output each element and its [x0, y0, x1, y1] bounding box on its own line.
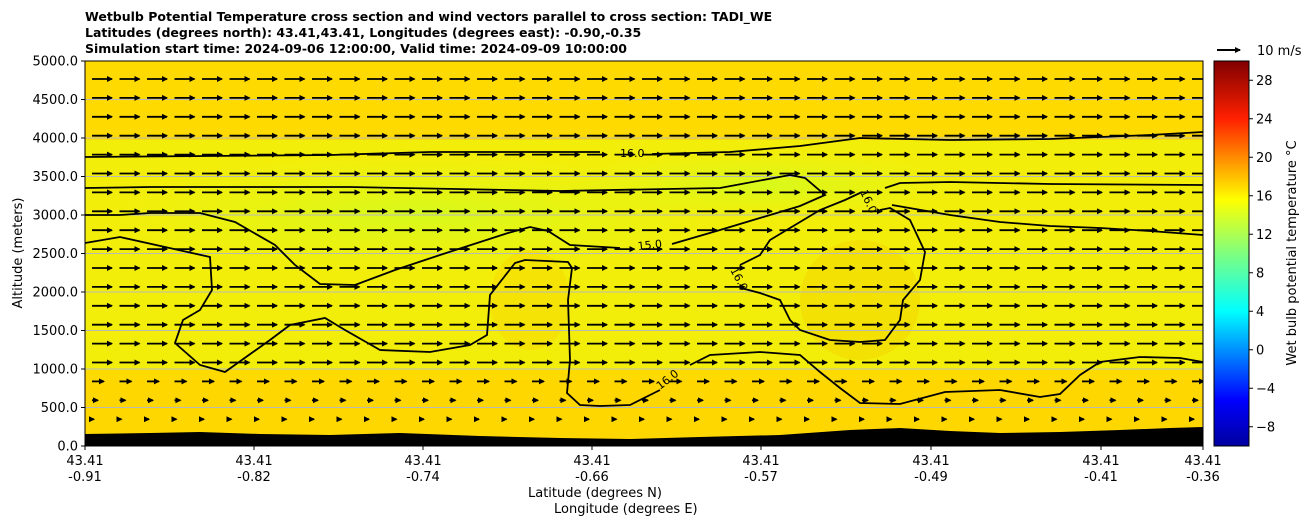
- x-tick-label-lat: 43.41: [1184, 454, 1222, 469]
- x-tick-label-lat: 43.41: [66, 454, 104, 469]
- colorbar-tick-label: 4: [1256, 305, 1264, 320]
- colorbar-tick-label: 28: [1256, 74, 1273, 89]
- y-tick-label: 3500.0: [33, 170, 79, 185]
- y-axis: 5000.0 4500.0 4000.0 3500.0 3000.0 2500.0 2000…: [33, 55, 85, 455]
- y-tick-label: 0.0: [57, 440, 78, 455]
- colorbar-label: Wet bulb potential temperature °C: [1285, 140, 1300, 365]
- x-tick-label-lon: -0.36: [1186, 470, 1220, 485]
- y-tick-label: 2000.0: [33, 286, 79, 301]
- y-tick-label: 500.0: [41, 401, 78, 416]
- y-tick-label: 4500.0: [33, 93, 79, 108]
- colorbar-tick-label: −8: [1256, 420, 1275, 435]
- x-tick-label-lon: -0.57: [744, 470, 778, 485]
- x-tick-label-lon: -0.41: [1084, 470, 1118, 485]
- contour-label-2: 15.0: [637, 237, 663, 252]
- x-tick-label-lat: 43.41: [742, 454, 780, 469]
- contour-lines: [85, 131, 1203, 407]
- x-tick-label-lon: -0.66: [575, 470, 609, 485]
- chart-title-line-3: Simulation start time: 2024-09-06 12:00:…: [85, 41, 627, 56]
- y-tick-label: 2500.0: [33, 247, 79, 262]
- colorbar-ticks: 28 24 20 16 12 8 4 0 −4 −8: [1249, 74, 1275, 435]
- wind-key-label: 10 m/s: [1257, 44, 1302, 59]
- y-tick-label: 1500.0: [33, 324, 79, 339]
- terrain: [85, 427, 1203, 446]
- colorbar-tick-label: 16: [1256, 189, 1273, 204]
- contour-16-top-right: [884, 181, 1203, 189]
- x-tick-label-lon: -0.49: [914, 470, 948, 485]
- x-tick-label-lat: 43.41: [573, 454, 611, 469]
- y-axis-label: Altitude (meters): [11, 198, 26, 309]
- x-axis-label-longitude: Longitude (degrees E): [554, 502, 698, 517]
- y-tick-label: 4000.0: [33, 132, 79, 147]
- x-tick-label-lat: 43.41: [404, 454, 442, 469]
- x-tick-label-lon: -0.91: [68, 470, 102, 485]
- y-tick-label: 3000.0: [33, 209, 79, 224]
- colorbar-tick-label: 20: [1256, 151, 1273, 166]
- colorbar: 28 24 20 16 12 8 4 0 −4 −8 Wet bulb potential tem…: [1213, 60, 1300, 447]
- wind-key: 10 m/s: [1217, 44, 1302, 59]
- colorbar-gradient: [1213, 60, 1250, 447]
- x-tick-label-lon: -0.82: [237, 470, 271, 485]
- x-axis-label-latitude: Latitude (degrees N): [528, 486, 662, 501]
- contour-15: [85, 174, 827, 286]
- chart-title-line-1: Wetbulb Potential Temperature cross sect…: [85, 9, 773, 24]
- colorbar-tick-label: 12: [1256, 228, 1273, 243]
- colorbar-tick-label: −4: [1256, 382, 1275, 397]
- y-tick-label: 5000.0: [33, 55, 79, 70]
- contour-label-1: 16.0: [620, 147, 645, 160]
- colorbar-tick-label: 24: [1256, 112, 1273, 127]
- x-tick-label-lat: 43.41: [235, 454, 273, 469]
- colorbar-tick-label: 8: [1256, 266, 1264, 281]
- x-tick-label-lon: -0.74: [406, 470, 440, 485]
- x-tick-label-lat: 43.41: [912, 454, 950, 469]
- x-axis-ticks: [84, 446, 1204, 450]
- colorbar-tick-label: 0: [1256, 343, 1264, 358]
- y-tick-label: 1000.0: [33, 363, 79, 378]
- contour-16-upper: [85, 131, 1203, 158]
- wind-vector-field: [89, 76, 1203, 423]
- chart-title-line-2: Latitudes (degrees north): 43.41,43.41, …: [85, 25, 642, 40]
- x-tick-label-lat: 43.41: [1082, 454, 1120, 469]
